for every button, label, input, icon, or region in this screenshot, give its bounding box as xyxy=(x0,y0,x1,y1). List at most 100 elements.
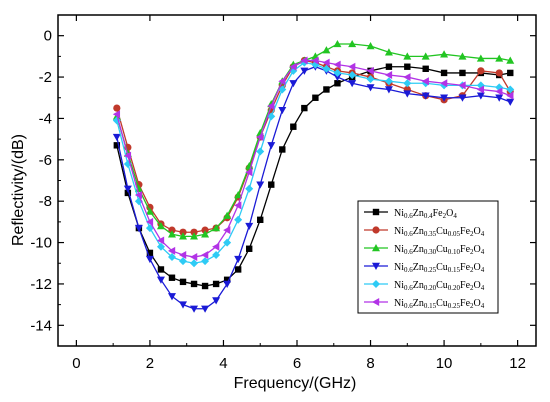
data-point xyxy=(112,110,121,119)
data-point xyxy=(366,75,375,84)
data-point xyxy=(311,56,319,65)
data-point xyxy=(212,297,221,305)
data-point xyxy=(257,216,264,224)
data-point xyxy=(289,62,297,71)
legend-label: Ni0.6Zn0.35Cu0.05Fe2O4 xyxy=(394,226,485,238)
data-point xyxy=(113,142,121,149)
data-point xyxy=(223,238,232,247)
data-point xyxy=(190,280,198,288)
data-point xyxy=(167,246,176,255)
data-point xyxy=(322,64,331,73)
data-point xyxy=(404,63,411,70)
data-point xyxy=(495,87,503,96)
legend-item: Ni0.6Zn0.20Cu0.20Fe2O4 xyxy=(364,280,485,292)
data-point xyxy=(223,211,232,219)
data-point xyxy=(223,226,231,235)
legend-label: Ni0.6Zn0.4Fe2O4 xyxy=(394,208,457,220)
data-point xyxy=(333,68,342,77)
data-point xyxy=(476,54,485,62)
data-point xyxy=(268,181,275,188)
legend-marker xyxy=(372,262,380,270)
data-point xyxy=(201,226,209,234)
data-point xyxy=(403,73,411,82)
data-point xyxy=(366,42,375,50)
legend-item: Ni0.6Zn0.30Cu0.10Fe2O4 xyxy=(364,244,485,256)
y-tick-label: -6 xyxy=(39,152,52,169)
data-point xyxy=(421,77,429,86)
data-point xyxy=(495,69,503,77)
data-point xyxy=(145,207,154,215)
data-point xyxy=(289,80,298,88)
data-point xyxy=(201,305,210,313)
data-point xyxy=(323,86,330,93)
series-4 xyxy=(112,63,515,313)
data-point xyxy=(422,65,429,72)
x-tick-label: 4 xyxy=(219,355,227,372)
data-point xyxy=(245,222,254,231)
legend-label: Ni0.6Zn0.20Cu0.20Fe2O4 xyxy=(394,280,485,292)
data-point xyxy=(190,253,198,262)
data-point xyxy=(212,280,220,288)
x-tick-label: 2 xyxy=(146,355,154,372)
data-point xyxy=(167,293,176,301)
data-point xyxy=(234,215,243,224)
legend: Ni0.6Zn0.4Fe2O4 Ni0.6Zn0.35Cu0.05Fe2O4 Ni0… xyxy=(357,200,499,314)
data-point xyxy=(403,90,412,98)
data-point xyxy=(201,257,210,266)
legend-label: Ni0.6Zn0.25Cu0.15Fe2O4 xyxy=(394,262,485,274)
data-point xyxy=(156,222,165,230)
data-point xyxy=(134,224,143,233)
series-6 xyxy=(112,56,514,262)
data-point xyxy=(123,185,132,193)
data-point xyxy=(366,66,374,75)
data-point xyxy=(179,301,188,309)
legend-box xyxy=(357,200,499,314)
data-point xyxy=(459,69,466,77)
x-tick-label: 10 xyxy=(436,355,453,372)
data-point xyxy=(477,67,485,75)
y-tick-label: 0 xyxy=(44,28,52,45)
data-point xyxy=(123,151,132,160)
data-point xyxy=(421,92,430,100)
data-point xyxy=(440,94,449,102)
y-tick-label: -14 xyxy=(30,317,52,334)
data-point xyxy=(495,54,504,62)
data-point xyxy=(476,92,485,100)
data-point xyxy=(212,224,221,232)
y-tick-label: -4 xyxy=(39,110,52,127)
data-point xyxy=(322,58,330,67)
data-point xyxy=(507,69,514,77)
data-point xyxy=(245,184,254,193)
data-point xyxy=(179,228,187,236)
data-point xyxy=(212,242,220,251)
data-point xyxy=(267,102,275,111)
data-point xyxy=(312,94,319,101)
axis-ticks: 0 2 4 6 8 10 12 0 -2 -4 -6 -8 -10 -12 -14 xyxy=(30,15,536,372)
data-point xyxy=(300,67,309,75)
data-point xyxy=(440,79,448,88)
data-point xyxy=(201,282,209,290)
data-point xyxy=(223,276,231,283)
data-point xyxy=(124,189,132,197)
data-point xyxy=(458,94,467,102)
data-point xyxy=(267,142,276,150)
data-point xyxy=(421,52,430,60)
x-axis-title: Frequency/(GHz) xyxy=(234,375,357,392)
data-point xyxy=(333,60,341,69)
data-point xyxy=(245,168,253,177)
x-tick-label: 0 xyxy=(72,355,80,372)
legend-label: Ni0.6Zn0.15Cu0.25Fe2O4 xyxy=(394,298,485,310)
data-point xyxy=(458,52,467,60)
data-point xyxy=(267,112,276,121)
data-point xyxy=(290,123,297,130)
data-point xyxy=(384,86,393,94)
data-point xyxy=(145,217,154,226)
data-point xyxy=(333,73,342,82)
data-point xyxy=(256,147,265,156)
legend-marker xyxy=(372,244,380,252)
data-point xyxy=(156,242,165,251)
data-point xyxy=(279,146,286,153)
data-point xyxy=(145,255,154,264)
data-point xyxy=(168,226,176,234)
data-point xyxy=(322,46,331,54)
